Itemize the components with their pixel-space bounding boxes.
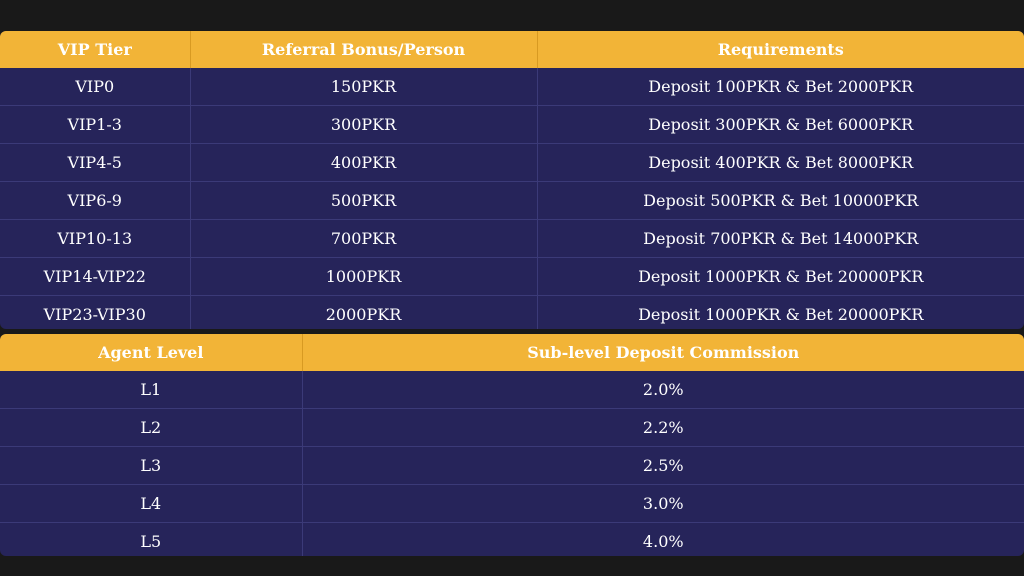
vip-tier-cell: VIP4-5: [0, 143, 191, 182]
table-row: VIP1-3 300PKR Deposit 300PKR & Bet 6000P…: [0, 105, 1024, 144]
header-requirements: Requirements: [717, 40, 844, 59]
referral-bonus-cell: 150PKR: [190, 68, 538, 106]
commission-cell: 3.0%: [302, 484, 1024, 523]
vip-referral-table-panel: VIP Tier Referral Bonus/Person Requireme…: [0, 31, 1024, 329]
commission-cell: 2.5%: [302, 446, 1024, 485]
agent-level-cell: L3: [0, 446, 303, 485]
table-row: VIP6-9 500PKR Deposit 500PKR & Bet 10000…: [0, 181, 1024, 220]
vip-tier-cell: VIP1-3: [0, 105, 191, 144]
table-row: L5 4.0%: [0, 522, 1024, 556]
requirements-cell: Deposit 500PKR & Bet 10000PKR: [537, 181, 1024, 220]
table-row: VIP23-VIP30 2000PKR Deposit 1000PKR & Be…: [0, 295, 1024, 329]
commission-cell: 2.2%: [302, 408, 1024, 447]
table-row: L4 3.0%: [0, 484, 1024, 523]
table-row: L1 2.0%: [0, 371, 1024, 409]
header-vip-tier: VIP Tier: [0, 31, 191, 68]
table-row: L3 2.5%: [0, 446, 1024, 485]
table-row: VIP0 150PKR Deposit 100PKR & Bet 2000PKR: [0, 68, 1024, 106]
referral-bonus-cell: 2000PKR: [190, 295, 538, 329]
referral-bonus-cell: 500PKR: [190, 181, 538, 220]
vip-tier-cell: VIP0: [0, 68, 191, 106]
header-referral-bonus: Referral Bonus/Person: [190, 31, 538, 68]
commission-cell: 4.0%: [642, 532, 684, 551]
table-row: L2 2.2%: [0, 408, 1024, 447]
requirements-cell: Deposit 1000PKR & Bet 20000PKR: [537, 257, 1024, 296]
referral-bonus-cell: 400PKR: [190, 143, 538, 182]
referral-bonus-cell: 300PKR: [190, 105, 538, 144]
table-header-row: Agent Level Sub-level Deposit Commission: [0, 334, 1024, 371]
agent-level-cell: L5: [0, 522, 303, 556]
table-row: VIP4-5 400PKR Deposit 400PKR & Bet 8000P…: [0, 143, 1024, 182]
agent-commission-table: Agent Level Sub-level Deposit Commission…: [0, 334, 1024, 556]
requirements-cell: Deposit 300PKR & Bet 6000PKR: [537, 105, 1024, 144]
agent-commission-table-panel: Agent Level Sub-level Deposit Commission…: [0, 334, 1024, 556]
agent-level-cell: L1: [0, 371, 303, 409]
header-agent-level: Agent Level: [0, 334, 303, 371]
vip-tier-cell: VIP14-VIP22: [0, 257, 191, 296]
referral-bonus-cell: 700PKR: [190, 219, 538, 258]
requirements-cell: Deposit 400PKR & Bet 8000PKR: [537, 143, 1024, 182]
header-deposit-commission: Sub-level Deposit Commission: [527, 343, 800, 362]
vip-referral-table: VIP Tier Referral Bonus/Person Requireme…: [0, 31, 1024, 329]
table-row: VIP10-13 700PKR Deposit 700PKR & Bet 140…: [0, 219, 1024, 258]
requirements-cell: Deposit 100PKR & Bet 2000PKR: [537, 68, 1024, 106]
table-row: VIP14-VIP22 1000PKR Deposit 1000PKR & Be…: [0, 257, 1024, 296]
requirements-cell: Deposit 700PKR & Bet 14000PKR: [537, 219, 1024, 258]
requirements-cell: Deposit 1000PKR & Bet 20000PKR: [638, 305, 924, 324]
table-header-row: VIP Tier Referral Bonus/Person Requireme…: [0, 31, 1024, 68]
agent-level-cell: L2: [0, 408, 303, 447]
vip-tier-cell: VIP6-9: [0, 181, 191, 220]
vip-tier-cell: VIP23-VIP30: [0, 295, 191, 329]
commission-cell: 2.0%: [302, 371, 1024, 409]
agent-level-cell: L4: [0, 484, 303, 523]
referral-bonus-cell: 1000PKR: [190, 257, 538, 296]
vip-tier-cell: VIP10-13: [0, 219, 191, 258]
